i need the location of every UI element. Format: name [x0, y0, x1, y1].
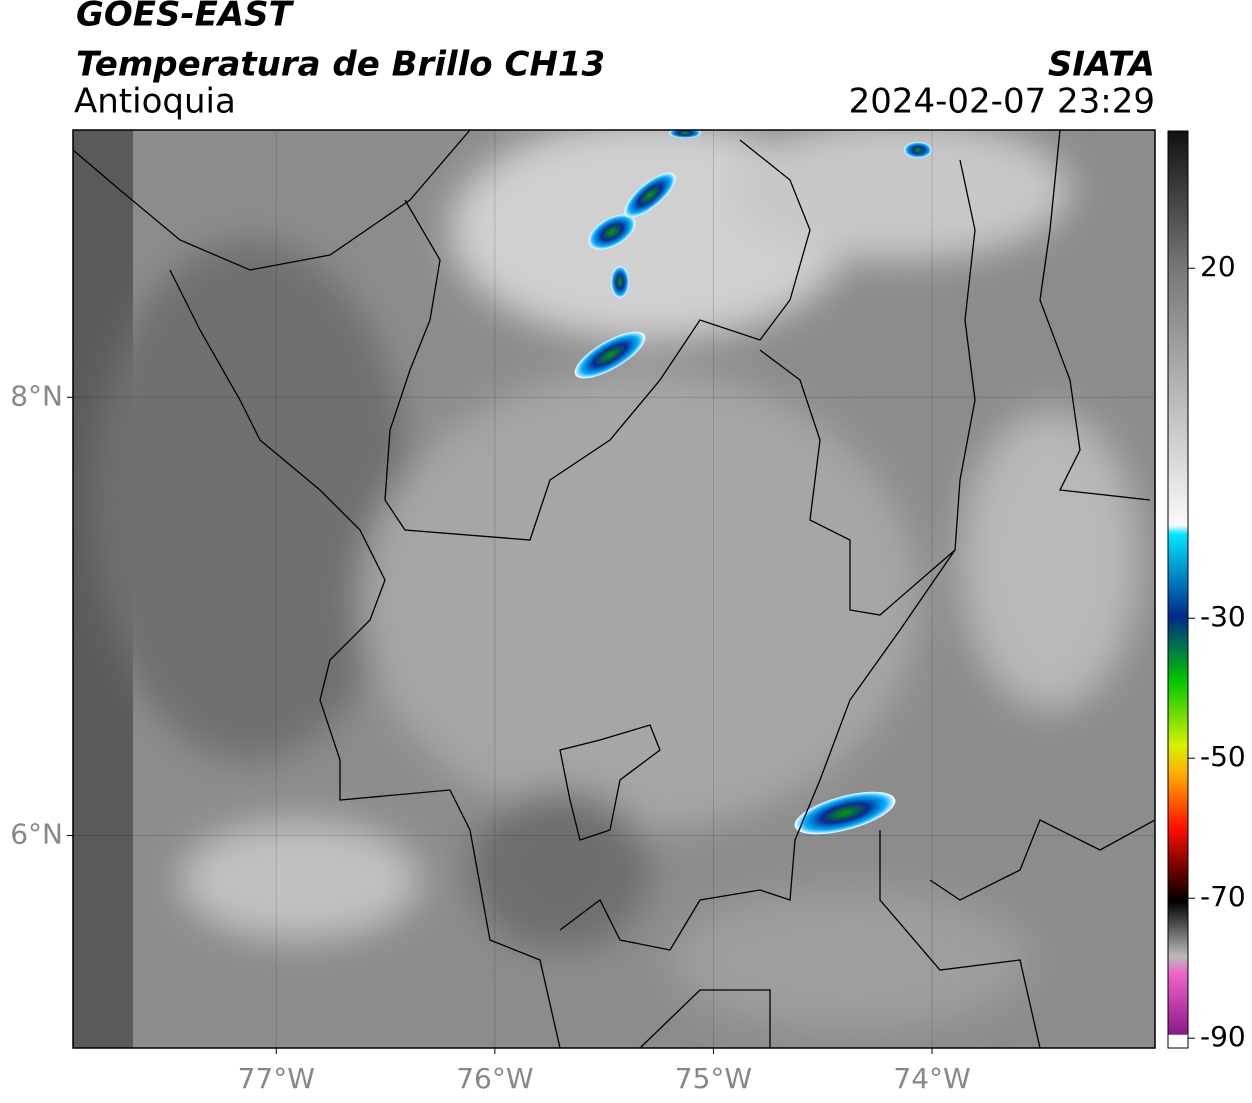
region-label: Antioquia: [74, 82, 236, 122]
lon-tick-label: 76°W: [456, 1062, 533, 1095]
product-title: Temperatura de Brillo CH13: [76, 45, 605, 85]
colorbar-tick-label: -50: [1200, 740, 1246, 773]
lat-tick-label: 8°N: [10, 379, 63, 412]
source-label: SIATA: [1048, 45, 1155, 85]
map-image: [73, 130, 1155, 1048]
colorbar: [1167, 130, 1189, 1049]
map-frame: [72, 129, 1156, 1049]
lon-tick-label: 75°W: [675, 1062, 752, 1095]
datetime-label: 2024-02-07 23:29: [849, 82, 1155, 122]
colorbar-tick-label: -30: [1200, 600, 1246, 633]
colorbar-tick-label: 20: [1200, 250, 1236, 283]
colorbar-tick-label: -70: [1200, 880, 1246, 913]
lon-tick-label: 77°W: [238, 1062, 315, 1095]
satellite-title: GOES-EAST: [76, 0, 295, 35]
colorbar-tick-label: -90: [1200, 1020, 1246, 1053]
lon-tick-label: 74°W: [893, 1062, 970, 1095]
lat-tick-label: 6°N: [10, 817, 63, 850]
